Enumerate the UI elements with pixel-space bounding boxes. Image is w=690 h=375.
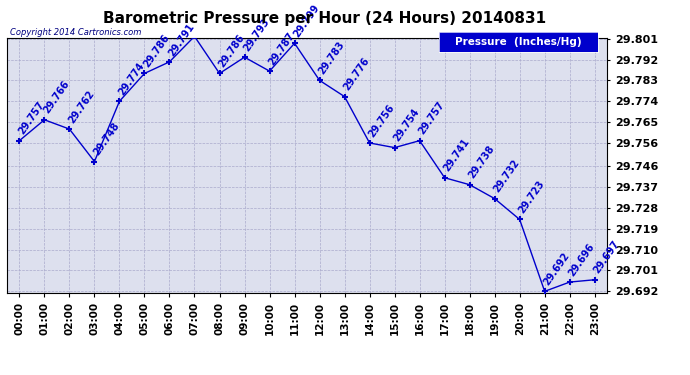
Text: 29.757: 29.757: [17, 100, 46, 136]
Text: Copyright 2014 Cartronics.com: Copyright 2014 Cartronics.com: [10, 28, 141, 37]
Text: 29.692: 29.692: [542, 251, 572, 287]
Text: 29.756: 29.756: [367, 102, 397, 139]
Text: 29.723: 29.723: [517, 179, 546, 215]
Text: 29.799: 29.799: [292, 3, 322, 39]
Text: 29.783: 29.783: [317, 40, 346, 76]
Text: 29.696: 29.696: [567, 242, 597, 278]
Text: 29.741: 29.741: [442, 137, 472, 174]
Text: 29.762: 29.762: [67, 88, 97, 125]
Text: 29.754: 29.754: [392, 107, 422, 144]
Text: 29.787: 29.787: [267, 30, 297, 67]
Text: 29.786: 29.786: [217, 33, 246, 69]
Text: 29.738: 29.738: [467, 144, 497, 180]
Text: 29.766: 29.766: [42, 79, 72, 116]
Text: 29.786: 29.786: [142, 33, 172, 69]
Text: 29.757: 29.757: [417, 100, 446, 136]
Text: 29.774: 29.774: [117, 61, 146, 97]
Text: 29.697: 29.697: [592, 239, 622, 276]
Text: 29.793: 29.793: [242, 16, 272, 53]
Text: 29.776: 29.776: [342, 56, 372, 93]
Text: 29.802: 29.802: [0, 374, 1, 375]
Text: 29.748: 29.748: [92, 121, 121, 158]
Text: 29.791: 29.791: [167, 21, 197, 58]
Text: 29.732: 29.732: [492, 158, 522, 195]
Text: Barometric Pressure per Hour (24 Hours) 20140831: Barometric Pressure per Hour (24 Hours) …: [103, 11, 546, 26]
